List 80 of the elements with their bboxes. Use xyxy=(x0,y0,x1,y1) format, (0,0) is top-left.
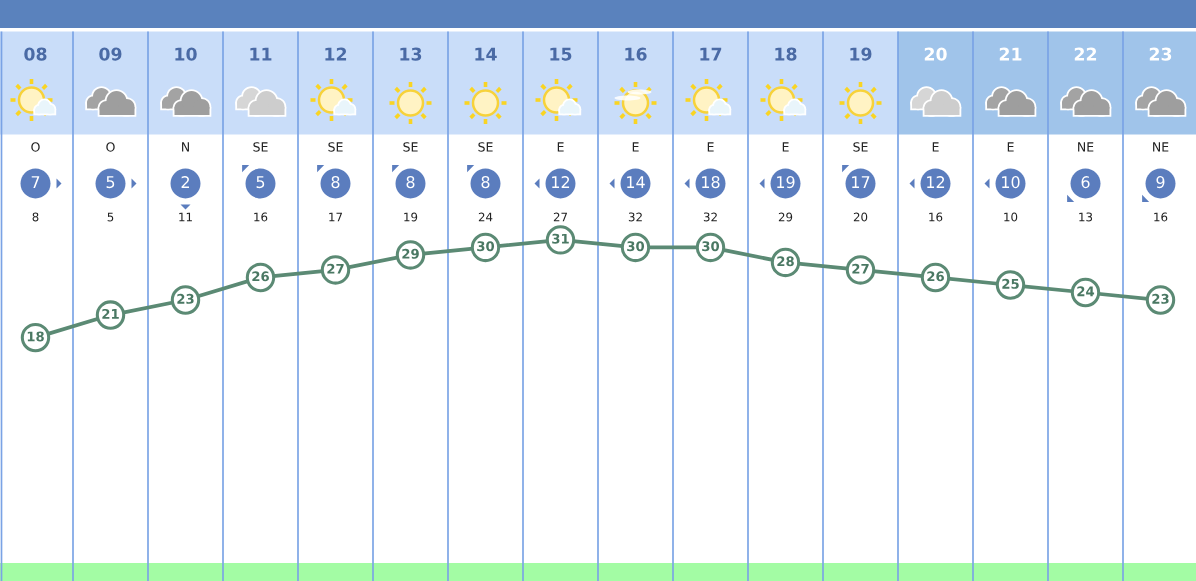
x-tick-label: 16 xyxy=(625,47,647,61)
data-label: 25 xyxy=(1002,278,1019,289)
text: O xyxy=(106,142,115,152)
x-tick-label: 09 xyxy=(99,47,122,61)
text: 14 xyxy=(627,176,645,188)
text: E xyxy=(1007,142,1014,152)
text: 16 xyxy=(254,212,268,222)
text: 24 xyxy=(478,212,493,222)
text: SE xyxy=(328,142,343,152)
x-tick-label: 22 xyxy=(1074,47,1097,61)
data-label: 26 xyxy=(927,271,944,282)
text: 16 xyxy=(929,212,943,222)
text: E xyxy=(632,142,639,152)
x-tick-label: 21 xyxy=(999,47,1022,61)
text: NE xyxy=(1078,142,1094,152)
x-tick-label: 15 xyxy=(550,47,572,61)
x-tick-label: 14 xyxy=(475,47,497,61)
data-label: 30 xyxy=(702,241,720,252)
text: 17 xyxy=(852,176,870,188)
data-label: 31 xyxy=(552,233,569,244)
data-label: 27 xyxy=(852,263,869,274)
data-label: 21 xyxy=(102,308,119,319)
text: 8 xyxy=(406,176,415,189)
text: 6 xyxy=(1081,176,1090,189)
data-label: 30 xyxy=(477,241,495,252)
data-label: 29 xyxy=(402,248,419,259)
x-tick-label: 11 xyxy=(250,47,272,61)
text: NE xyxy=(1153,142,1169,152)
text: 32 xyxy=(628,212,642,222)
text: 13 xyxy=(1079,212,1093,222)
data-label: 23 xyxy=(177,293,194,304)
text: 8 xyxy=(32,212,39,222)
text: O xyxy=(31,142,40,152)
text: 9 xyxy=(1156,176,1165,189)
data-label: 26 xyxy=(252,271,269,282)
text: 10 xyxy=(1004,212,1018,222)
data-label: 24 xyxy=(1077,286,1095,297)
text: 5 xyxy=(256,176,265,189)
text: SE xyxy=(853,142,868,152)
x-tick-label: 20 xyxy=(924,47,947,61)
data-label: 23 xyxy=(1152,293,1169,304)
x-tick-label: 13 xyxy=(400,47,422,61)
text: 18 xyxy=(702,176,720,189)
text: 5 xyxy=(106,176,115,189)
text: 12 xyxy=(552,176,570,188)
text: E xyxy=(932,142,939,152)
text: E xyxy=(782,142,789,152)
text: SE xyxy=(403,142,418,152)
text: 20 xyxy=(853,212,868,222)
text: 11 xyxy=(179,212,192,222)
data-label: 18 xyxy=(27,331,44,342)
text: N xyxy=(182,142,189,152)
text: SE xyxy=(253,142,268,152)
text: 32 xyxy=(703,212,717,222)
text: E xyxy=(707,142,714,152)
data-label: 27 xyxy=(327,263,344,274)
text: 10 xyxy=(1002,176,1020,189)
data-label: 30 xyxy=(627,241,645,252)
x-tick-label: 10 xyxy=(175,47,197,61)
text: 8 xyxy=(481,176,490,189)
text: 19 xyxy=(404,212,418,222)
text: SE xyxy=(478,142,493,152)
text: E xyxy=(557,142,564,152)
text: 16 xyxy=(1154,212,1168,222)
text: 17 xyxy=(329,212,342,222)
text: 2 xyxy=(181,176,189,188)
text: 5 xyxy=(107,212,114,222)
text: 8 xyxy=(331,176,340,189)
data-label: 28 xyxy=(777,256,794,267)
text: 19 xyxy=(777,176,795,189)
x-tick-label: 08 xyxy=(24,47,47,61)
x-tick-label: 19 xyxy=(850,47,872,61)
x-tick-label: 18 xyxy=(775,47,797,61)
x-tick-label: 17 xyxy=(700,47,722,61)
x-tick-label: 12 xyxy=(325,47,347,61)
text: 12 xyxy=(927,176,945,188)
text: 7 xyxy=(31,176,40,188)
text: 29 xyxy=(778,212,793,222)
x-tick-label: 23 xyxy=(1149,47,1172,61)
text: 27 xyxy=(553,212,567,222)
